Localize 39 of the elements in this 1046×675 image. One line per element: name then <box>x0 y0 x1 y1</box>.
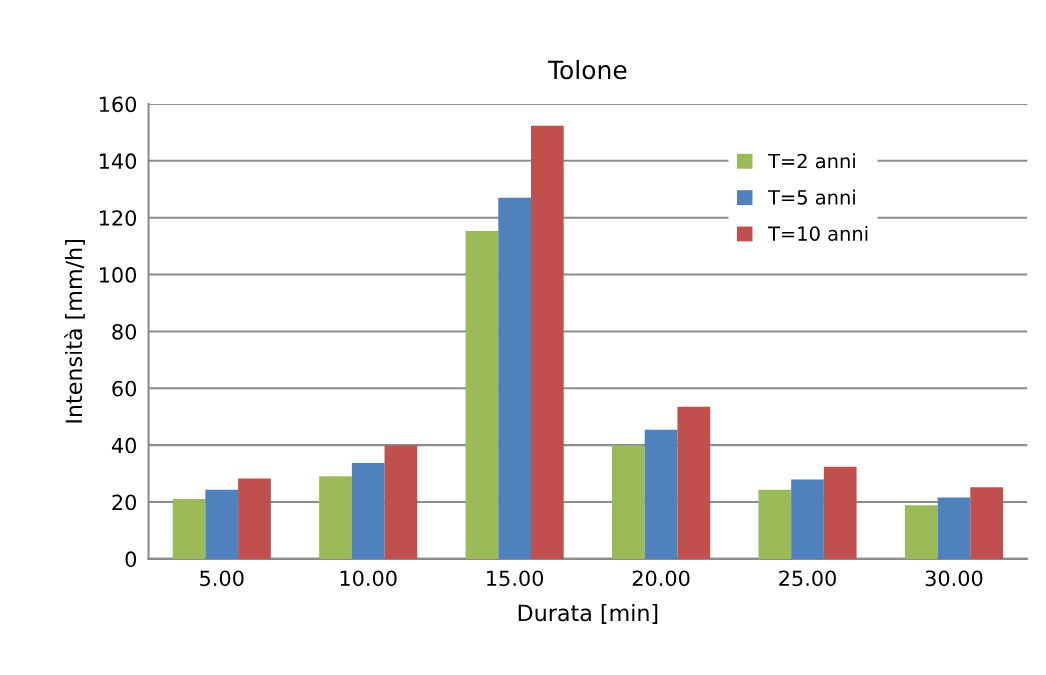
legend-label: T=2 anni <box>767 153 855 169</box>
y-tick-label: 100 <box>99 267 137 283</box>
chart-title: Tolone <box>547 59 627 80</box>
x-tick-label: 5.00 <box>200 570 244 587</box>
bar <box>970 487 1004 559</box>
legend-label: T=5 anni <box>767 189 855 205</box>
y-tick-label: 60 <box>112 380 137 397</box>
y-tick-label: 80 <box>112 323 137 340</box>
y-tick-label: 0 <box>125 551 137 568</box>
x-tick-label: 20.00 <box>632 570 690 587</box>
bar <box>677 406 711 559</box>
x-tick-label: 15.00 <box>487 570 544 587</box>
bar <box>612 445 645 559</box>
y-tick-label: 40 <box>111 437 137 454</box>
bar <box>498 197 531 559</box>
bar <box>172 498 206 559</box>
bar <box>758 489 792 559</box>
y-tick-label: 20 <box>112 494 137 511</box>
x-tick-label: 25.00 <box>779 570 836 587</box>
bar <box>823 466 857 559</box>
y-axis-title: Intensità [mm/h] <box>64 240 85 423</box>
bar <box>205 489 239 559</box>
y-tick-label: 160 <box>99 96 137 113</box>
y-tick-label: 120 <box>99 210 137 226</box>
x-axis-title: Durata [min] <box>518 604 658 624</box>
bar <box>937 497 971 559</box>
bar <box>384 445 418 559</box>
bar <box>351 463 385 559</box>
bar <box>644 429 678 559</box>
x-tick-label: 30.00 <box>925 570 983 587</box>
bar <box>530 125 564 559</box>
bar <box>465 231 499 559</box>
legend-label: T=10 anni <box>767 225 868 241</box>
bar <box>238 478 271 559</box>
bar <box>904 505 938 559</box>
x-tick-label: 10.00 <box>340 570 397 587</box>
bar <box>791 479 824 559</box>
y-tick-label: 140 <box>99 153 137 170</box>
bar <box>319 476 352 559</box>
